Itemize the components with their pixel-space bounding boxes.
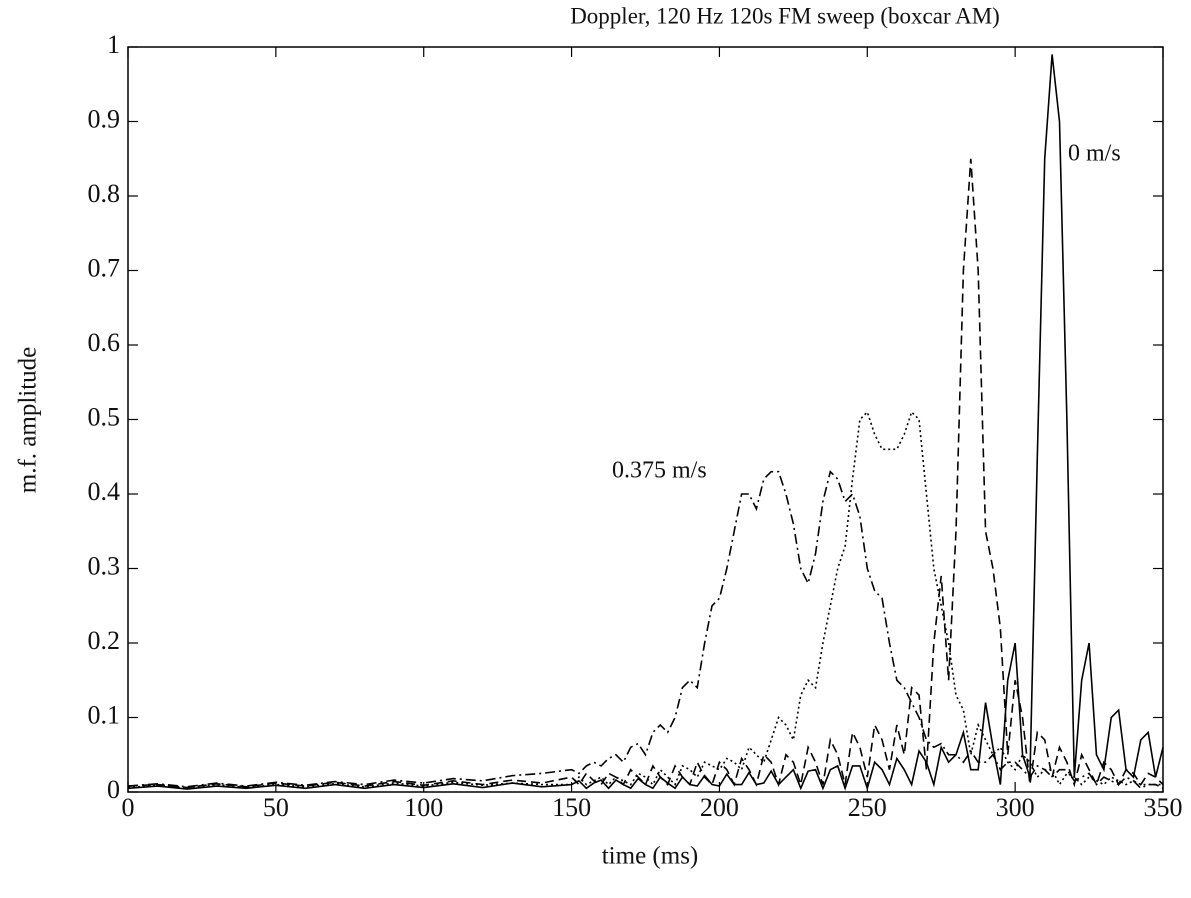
y-tick-label: 0.2 xyxy=(88,626,121,655)
x-tick-label: 100 xyxy=(404,793,443,822)
x-tick-label: 350 xyxy=(1144,793,1183,822)
y-axis-label: m.f. amplitude xyxy=(15,347,42,494)
series-line xyxy=(127,470,1164,790)
x-tick-label: 250 xyxy=(848,793,887,822)
y-tick-label: 0.4 xyxy=(88,477,121,506)
x-tick-label: 200 xyxy=(700,793,739,822)
y-tick-label: 0.9 xyxy=(88,104,121,133)
x-axis-label: time (ms) xyxy=(602,843,699,870)
y-tick-label: 0.3 xyxy=(88,551,121,580)
x-tick-label: 300 xyxy=(996,793,1035,822)
x-tick-label: 50 xyxy=(263,793,289,822)
x-tick-label: 150 xyxy=(552,793,591,822)
series-line xyxy=(127,158,1164,789)
annotation: 0 m/s xyxy=(1068,141,1121,167)
annotation: 0.375 m/s xyxy=(612,458,707,484)
y-tick-label: 0.8 xyxy=(88,179,121,208)
y-tick-label: 0.5 xyxy=(88,402,121,431)
y-tick-label: 0 xyxy=(107,775,120,804)
chart-title: Doppler, 120 Hz 120s FM sweep (boxcar AM… xyxy=(570,3,1000,28)
y-tick-label: 0.6 xyxy=(88,328,121,357)
y-tick-label: 1 xyxy=(107,30,120,59)
series-line xyxy=(127,54,1164,791)
series-line xyxy=(127,410,1163,790)
y-tick-label: 0.7 xyxy=(88,253,121,282)
y-tick-label: 0.1 xyxy=(88,700,121,729)
x-tick-label: 0 xyxy=(122,793,135,822)
